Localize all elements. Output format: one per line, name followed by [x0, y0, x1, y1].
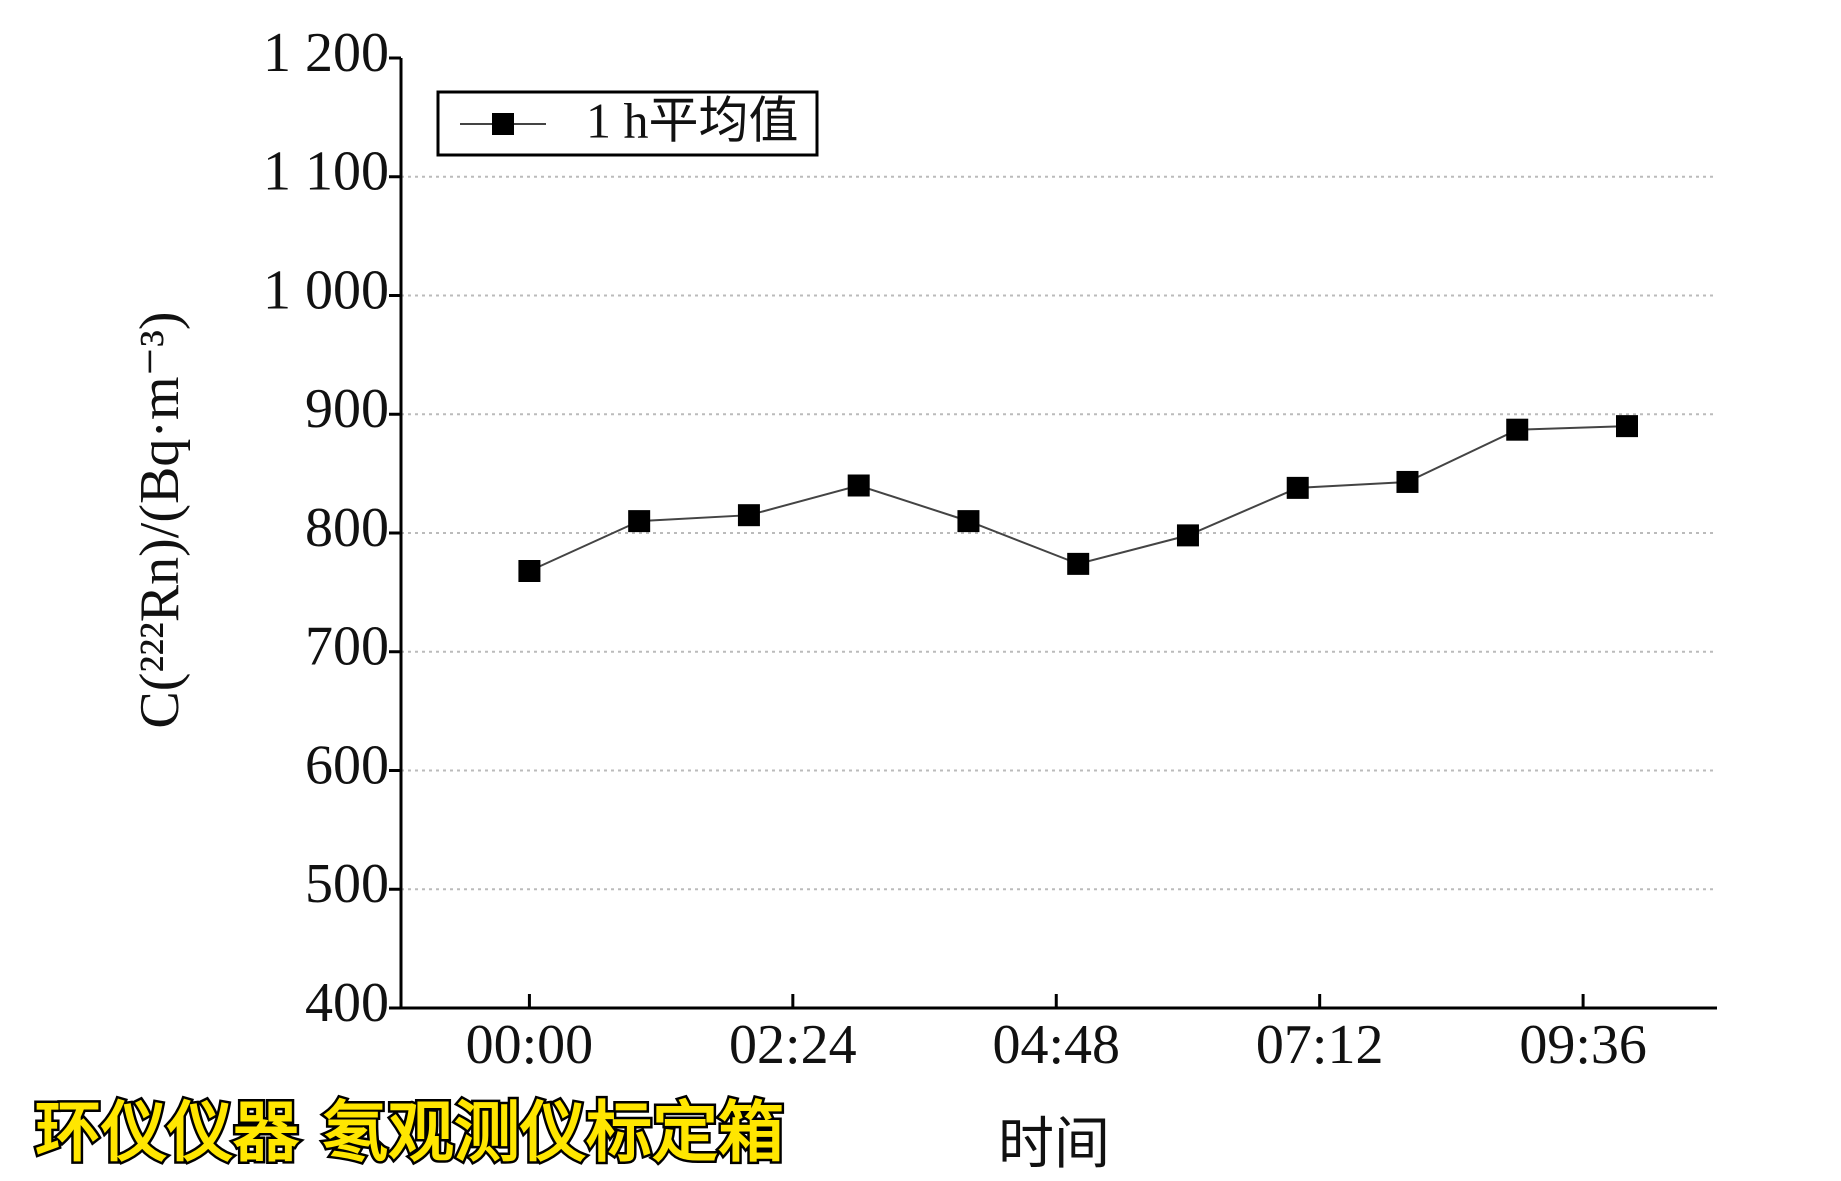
- marker: [518, 560, 541, 582]
- marker: [957, 510, 980, 533]
- y-tick-label: 400: [305, 972, 389, 1034]
- y-tick-label: 1 200: [263, 22, 389, 84]
- legend-marker: [492, 113, 514, 135]
- marker: [628, 510, 651, 533]
- marker: [1176, 524, 1199, 547]
- marker: [847, 474, 870, 497]
- y-tick-label: 800: [305, 497, 389, 559]
- legend-label: 1 h平均值: [586, 92, 799, 148]
- marker: [1286, 476, 1309, 499]
- series-line: [529, 425, 1628, 572]
- y-tick-label: 1 000: [263, 259, 389, 321]
- y-axis-label: C(²²²Rn)/(Bq·m⁻³): [129, 311, 191, 728]
- x-tick-label: 02:24: [729, 1014, 857, 1076]
- watermark: 环仪仪器 氡观测仪标定箱: [35, 1094, 784, 1171]
- y-tick-label: 600: [305, 734, 389, 796]
- x-tick-label: 09:36: [1519, 1014, 1647, 1076]
- y-tick-label: 1 100: [263, 141, 389, 203]
- y-tick-label: 900: [305, 378, 389, 440]
- x-axis-label: 时间: [998, 1114, 1110, 1176]
- x-tick-label: 00:00: [466, 1014, 594, 1076]
- marker: [1067, 552, 1090, 575]
- y-tick-label: 500: [305, 853, 389, 915]
- marker: [1396, 470, 1419, 493]
- marker: [1615, 415, 1638, 438]
- y-tick-label: 700: [305, 616, 389, 678]
- marker: [737, 504, 760, 527]
- x-tick-label: 04:48: [992, 1014, 1120, 1076]
- marker: [1506, 418, 1529, 441]
- x-tick-label: 07:12: [1256, 1014, 1384, 1076]
